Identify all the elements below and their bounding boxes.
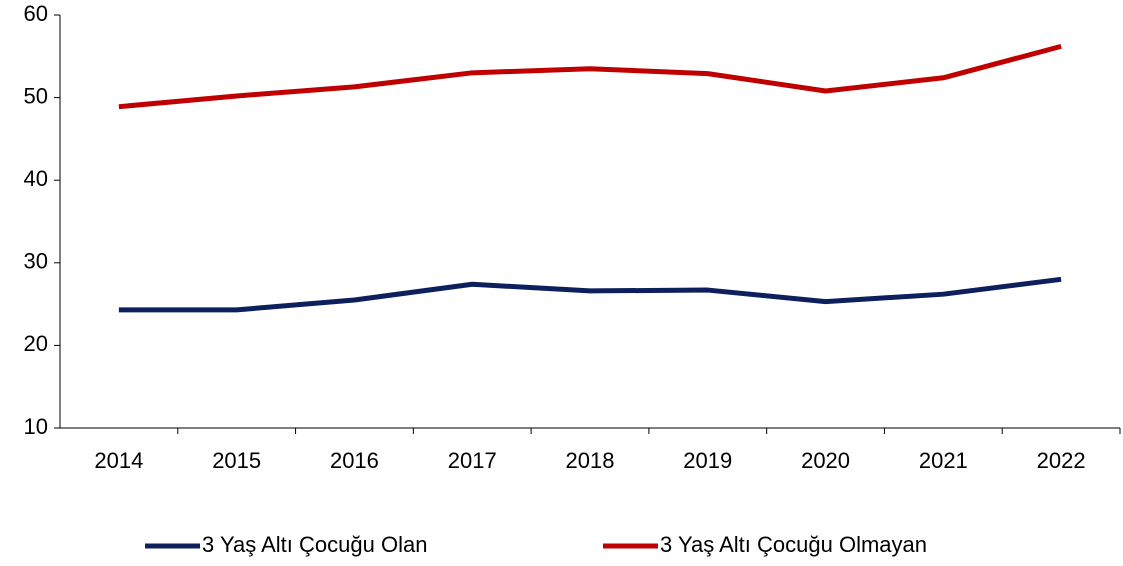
series-line — [118, 43, 1062, 110]
x-tick-label: 2020 — [801, 448, 850, 473]
y-tick-label: 10 — [24, 414, 48, 439]
x-tick-label: 2015 — [212, 448, 261, 473]
legend-label: 3 Yaş Altı Çocuğu Olmayan — [660, 532, 927, 557]
x-tick-label: 2021 — [919, 448, 968, 473]
y-tick-label: 30 — [24, 249, 48, 274]
x-tick-label: 2019 — [683, 448, 732, 473]
series-line — [118, 276, 1062, 313]
y-tick-label: 40 — [24, 166, 48, 191]
y-tick-label: 50 — [24, 83, 48, 108]
x-tick-label: 2022 — [1037, 448, 1086, 473]
x-tick-label: 2014 — [94, 448, 143, 473]
x-tick-label: 2017 — [448, 448, 497, 473]
x-tick-label: 2016 — [330, 448, 379, 473]
x-tick-label: 2018 — [566, 448, 615, 473]
y-tick-label: 20 — [24, 331, 48, 356]
legend-label: 3 Yaş Altı Çocuğu Olan — [202, 532, 427, 557]
y-tick-label: 60 — [24, 1, 48, 26]
